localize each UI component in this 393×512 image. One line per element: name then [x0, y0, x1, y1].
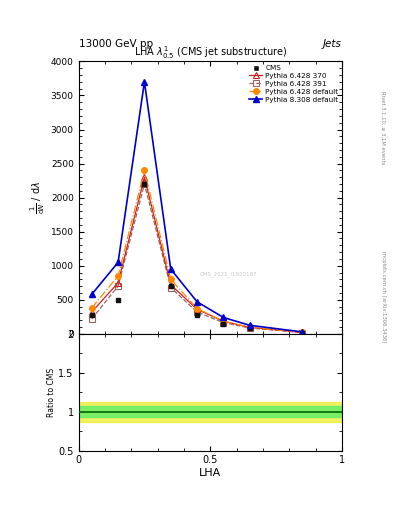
Text: 13000 GeV pp: 13000 GeV pp: [79, 38, 153, 49]
Title: LHA $\lambda^{1}_{0.5}$ (CMS jet substructure): LHA $\lambda^{1}_{0.5}$ (CMS jet substru…: [134, 45, 287, 61]
Y-axis label: Ratio to CMS: Ratio to CMS: [47, 368, 55, 417]
Text: Rivet 3.1.10, ≥ 3.1M events: Rivet 3.1.10, ≥ 3.1M events: [381, 91, 386, 165]
Bar: [79, 401, 342, 422]
Legend: CMS, Pythia 6.428 370, Pythia 6.428 391, Pythia 6.428 default, Pythia 8.308 defa: CMS, Pythia 6.428 370, Pythia 6.428 391,…: [248, 63, 340, 104]
Text: Jets: Jets: [323, 38, 342, 49]
Y-axis label: $\frac{1}{\mathrm{d}N}$ / $\mathrm{d}\lambda$: $\frac{1}{\mathrm{d}N}$ / $\mathrm{d}\la…: [28, 181, 47, 214]
X-axis label: LHA: LHA: [199, 468, 221, 478]
Bar: [79, 406, 342, 417]
Text: mcplots.cern.ch [arXiv:1306.3436]: mcplots.cern.ch [arXiv:1306.3436]: [381, 251, 386, 343]
Text: CMS_2021_I1920187: CMS_2021_I1920187: [200, 271, 257, 277]
